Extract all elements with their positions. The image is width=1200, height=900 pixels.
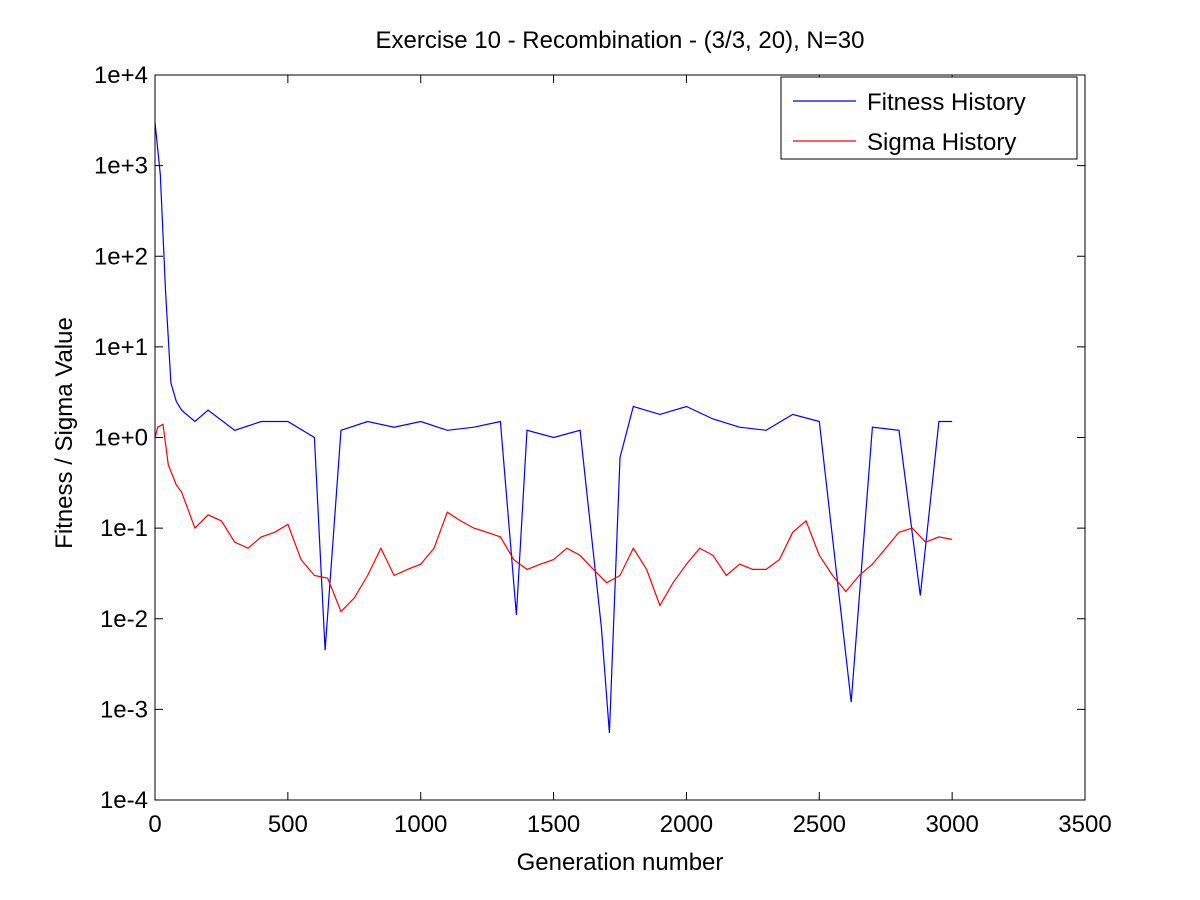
x-axis-label: Generation number <box>517 849 724 876</box>
y-tick-label: 1e-2 <box>100 606 148 633</box>
legend-label-0: Fitness History <box>867 89 1026 116</box>
y-tick-label: 1e+0 <box>94 425 148 452</box>
legend-box <box>780 76 1078 160</box>
series-line-1 <box>155 423 953 613</box>
y-tick-label: 1e+1 <box>94 334 148 361</box>
chart-title: Exercise 10 - Recombination - (3/3, 20),… <box>376 27 865 54</box>
x-tick-label: 2000 <box>660 811 713 838</box>
x-tick-label: 1500 <box>527 811 580 838</box>
series-line-0 <box>155 122 953 733</box>
x-tick-label: 0 <box>148 811 161 838</box>
y-tick-label: 1e-1 <box>100 515 148 542</box>
x-tick-label: 3500 <box>1058 811 1111 838</box>
y-tick-label: 1e-4 <box>100 787 148 814</box>
x-tick-label: 500 <box>268 811 308 838</box>
y-tick-label: 1e+4 <box>94 62 148 89</box>
legend-label-1: Sigma History <box>867 129 1016 156</box>
x-tick-label: 1000 <box>394 811 447 838</box>
x-tick-label: 3000 <box>925 811 978 838</box>
y-tick-label: 1e-3 <box>100 696 148 723</box>
y-tick-label: 1e+2 <box>94 243 148 270</box>
y-tick-label: 1e+3 <box>94 153 148 180</box>
y-axis-label: Fitness / Sigma Value <box>51 317 78 549</box>
x-tick-label: 2500 <box>793 811 846 838</box>
